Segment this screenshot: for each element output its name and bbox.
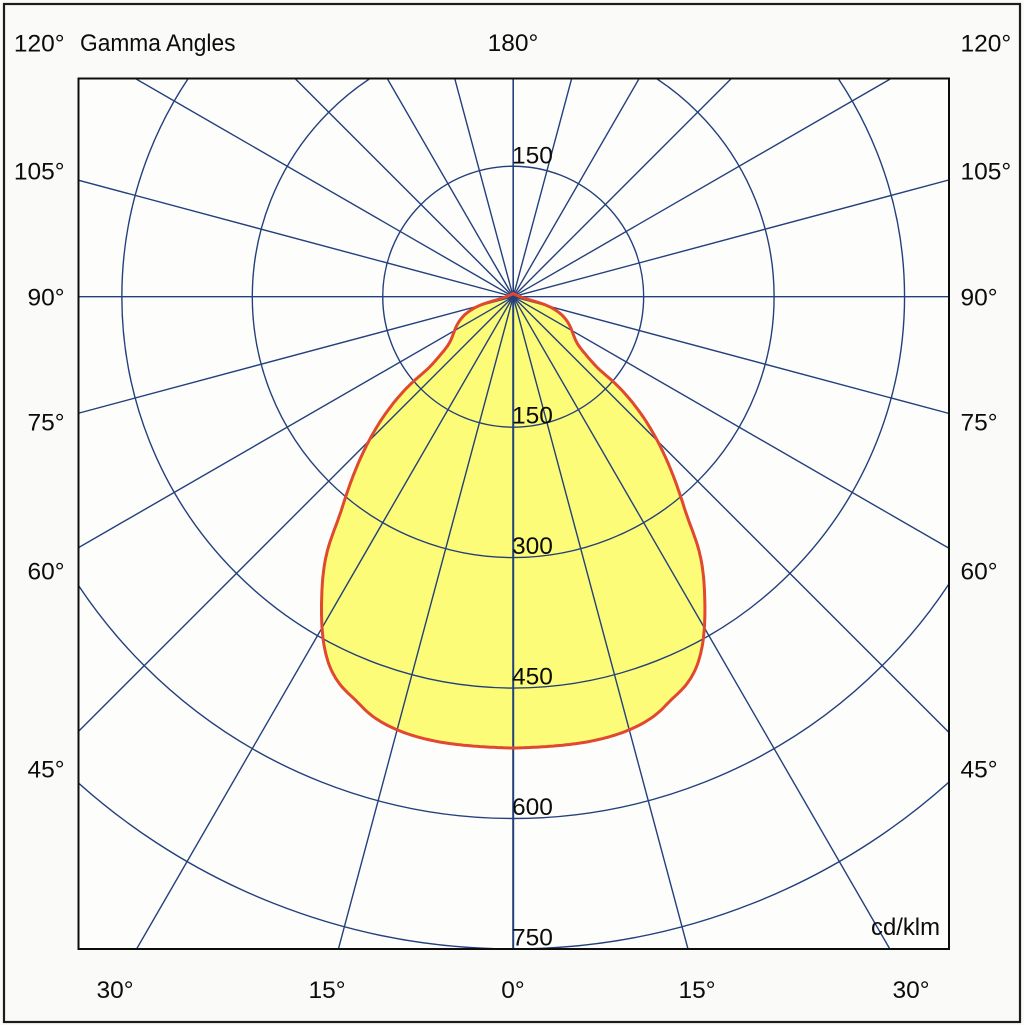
svg-text:30°: 30°: [96, 977, 133, 1004]
svg-text:75°: 75°: [27, 409, 64, 436]
svg-text:750: 750: [512, 924, 553, 951]
svg-text:90°: 90°: [961, 284, 998, 311]
svg-text:15°: 15°: [308, 977, 345, 1004]
svg-text:30°: 30°: [892, 977, 929, 1004]
svg-text:75°: 75°: [961, 409, 998, 436]
svg-text:90°: 90°: [27, 284, 64, 311]
svg-text:105°: 105°: [961, 158, 1012, 185]
svg-text:45°: 45°: [27, 756, 64, 783]
svg-text:300: 300: [512, 533, 553, 560]
svg-text:60°: 60°: [961, 558, 998, 585]
svg-text:180°: 180°: [488, 30, 539, 57]
svg-text:45°: 45°: [961, 756, 998, 783]
svg-text:60°: 60°: [27, 558, 64, 585]
svg-text:600: 600: [512, 794, 553, 821]
svg-text:0°: 0°: [501, 977, 524, 1004]
svg-text:150: 150: [512, 142, 553, 169]
svg-text:450: 450: [512, 664, 553, 691]
svg-text:105°: 105°: [14, 158, 65, 185]
svg-text:120°: 120°: [14, 30, 65, 57]
svg-text:cd/klm: cd/klm: [871, 914, 940, 941]
svg-text:120°: 120°: [961, 30, 1012, 57]
svg-text:150: 150: [512, 403, 553, 430]
svg-text:Gamma Angles: Gamma Angles: [80, 30, 236, 57]
svg-text:15°: 15°: [678, 977, 715, 1004]
